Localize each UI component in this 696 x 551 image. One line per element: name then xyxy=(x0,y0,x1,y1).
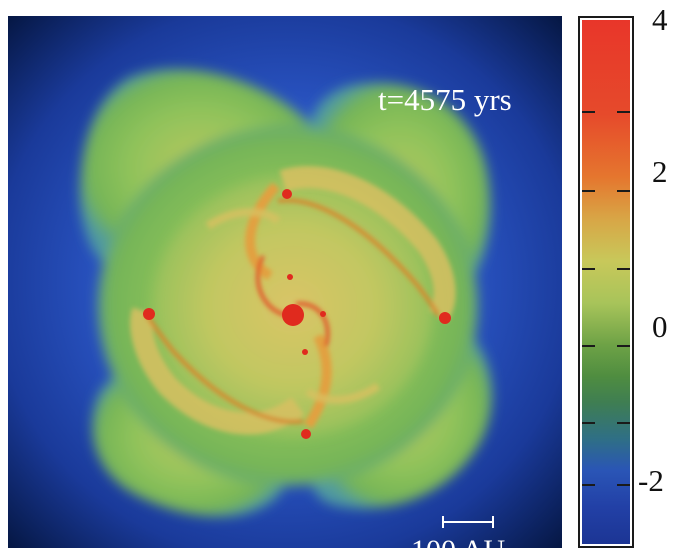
colorbar-tick xyxy=(582,422,595,424)
time-label: t=4575 yrs xyxy=(378,82,512,117)
colorbar-label: 0 xyxy=(652,309,668,344)
colorbar-tick xyxy=(617,345,630,347)
simulation-image: t=4575 yrs 100 AU xyxy=(8,16,562,548)
colorbar-tick xyxy=(617,111,630,113)
colorbar xyxy=(578,16,634,548)
colorbar-tick xyxy=(582,111,595,113)
colorbar-label: 2 xyxy=(652,154,668,189)
colorbar-tick xyxy=(582,345,595,347)
colorbar-tick xyxy=(582,268,595,270)
colorbar-gradient xyxy=(582,20,630,544)
scale-bar-label: 100 AU xyxy=(411,536,505,549)
spiral-arms xyxy=(130,166,456,435)
colorbar-tick xyxy=(582,484,595,486)
density-map xyxy=(8,16,562,548)
colorbar-tick xyxy=(617,484,630,486)
colorbar-tick xyxy=(617,422,630,424)
colorbar-label: -2 xyxy=(638,463,664,498)
fragments xyxy=(143,189,451,439)
colorbar-tick xyxy=(617,190,630,192)
colorbar-tick xyxy=(582,190,595,192)
scale-bar xyxy=(442,516,494,528)
colorbar-tick xyxy=(617,268,630,270)
colorbar-label: 4 xyxy=(652,2,668,37)
